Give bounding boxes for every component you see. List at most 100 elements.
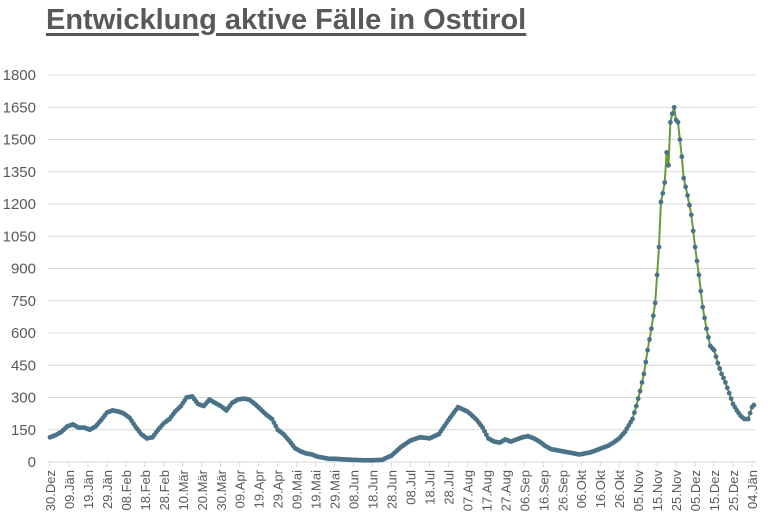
data-point-marker [677,137,683,142]
data-point-marker [681,175,687,181]
data-point-marker [637,388,643,394]
x-tick-label: 30.Mär [214,469,229,510]
x-tick-label: 05.Dez [688,470,703,511]
x-tick-label: 19.Jän [81,470,96,509]
data-point-marker [702,315,707,321]
x-tick-label: 26.Okt [612,470,627,509]
y-tick-label: 1350 [3,164,36,181]
data-point-marker [683,184,688,190]
data-point-marker [688,212,694,218]
y-axis: 0 150 300 450 600 750 900 1050 1200 1350 1500 1650 1… [3,67,36,471]
x-tick-label: 18.Feb [138,470,153,510]
data-point-marker [480,425,485,430]
y-tick-label: 1050 [3,228,36,245]
data-point-marker [690,228,696,234]
data-point-marker [692,244,698,250]
data-point-marker [724,385,730,391]
data-point-marker [635,396,641,401]
x-tick-label: 16.Okt [593,470,608,509]
data-point-marker [694,258,700,264]
x-axis: 30.Dez 09.Jän 19.Jän 29.Jän 08.Feb 18.Feb 28.F… [43,462,760,511]
data-point-marker [269,416,275,422]
data-point-marker [669,111,675,117]
y-tick-label: 1800 [3,67,36,84]
gridlines [48,74,756,463]
x-tick-label: 28.Jun [385,470,400,509]
x-tick-label: 19.Apr [252,469,267,508]
x-tick-label: 16.Sep [536,470,551,511]
data-point-marker [751,402,757,408]
data-point-marker [633,403,639,409]
data-point-marker [745,416,751,422]
x-tick-label: 25.Dez [726,470,741,511]
data-point-marker [630,416,635,422]
data-point-marker [685,193,690,198]
y-tick-label: 0 [28,454,36,471]
data-point-marker [679,154,685,160]
x-tick-label: 27.Aug [498,470,513,511]
data-point-marker [645,347,650,353]
x-tick-label: 19.Mai [309,470,324,509]
data-point-marker [668,119,673,125]
x-tick-label: 25.Nov [669,470,684,512]
data-point-marker [271,420,277,425]
x-tick-label: 06.Okt [574,470,589,509]
data-point-marker [654,272,660,278]
x-tick-label: 29.Jän [100,470,115,509]
data-point-marker [706,334,711,340]
x-tick-label: 30.Dez [43,470,58,511]
x-tick-label: 08.Feb [119,470,134,510]
y-tick-label: 900 [11,261,36,278]
data-point-marker [664,150,669,155]
x-tick-label: 08.Jun [347,470,362,509]
x-tick-label: 15.Dez [707,470,722,511]
data-point-marker [698,288,704,294]
data-series-aktive-faelle [47,104,757,463]
data-point-marker [715,360,721,366]
x-tick-label: 17.Aug [479,470,494,511]
x-tick-label: 29.Mai [328,470,343,509]
data-point-marker [641,371,647,377]
x-tick-label: 08.Jul [403,470,418,505]
data-point-marker [656,244,662,250]
data-point-marker [662,180,668,185]
data-point-marker [721,375,726,381]
chart-title: Entwicklung aktive Fälle in Osttirol [46,4,527,36]
data-point-marker [713,354,719,359]
x-tick-label: 10.Mär [176,469,191,510]
data-point-marker [711,347,717,353]
data-point-marker [666,162,671,168]
data-point-marker [650,313,656,319]
x-tick-label: 09.Apr [233,469,248,508]
x-tick-label: 28.Feb [157,470,172,510]
data-point-marker [719,371,724,377]
data-point-marker [687,202,692,208]
x-tick-label: 15.Nov [650,470,665,512]
data-point-marker [675,119,681,125]
x-tick-label: 09.Mai [290,470,305,509]
data-point-marker [704,326,709,332]
y-tick-label: 1200 [3,196,36,213]
x-tick-label: 07.Aug [460,470,475,511]
x-tick-label: 09.Jän [62,470,77,509]
data-point-marker [696,272,702,278]
data-point-marker [723,380,728,385]
y-tick-label: 450 [11,357,36,374]
x-tick-label: 06.Sep [517,470,532,511]
x-tick-label: 28.Jul [441,470,456,505]
y-tick-label: 1500 [3,132,36,149]
data-point-marker [660,190,666,196]
y-tick-label: 600 [11,325,36,342]
data-point-marker [643,359,649,365]
x-tick-label: 05.Nov [631,470,646,512]
data-point-marker [639,380,645,385]
data-point-marker [649,326,654,332]
y-tick-label: 300 [11,390,36,407]
data-point-marker [747,410,753,416]
data-point-marker [482,428,487,434]
data-point-marker [726,390,732,396]
x-tick-label: 18.Jul [422,470,437,505]
data-point-marker [652,300,658,306]
data-point-marker [632,410,637,415]
